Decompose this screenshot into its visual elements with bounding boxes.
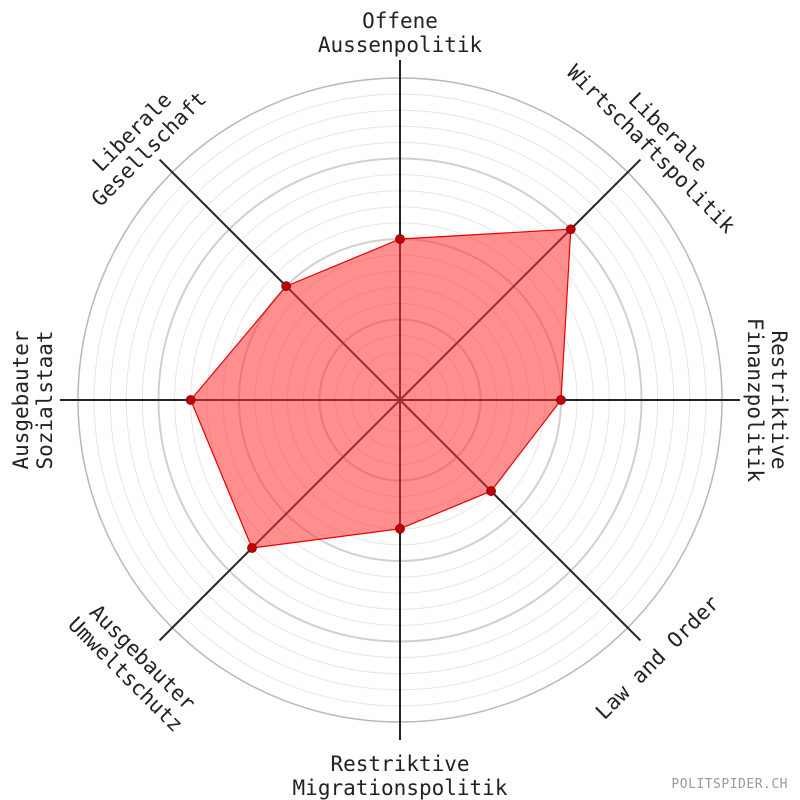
axis-label-line: Finanzpolitik: [743, 318, 767, 483]
data-area: [190, 228, 572, 549]
axis-label-line: Offene: [362, 9, 438, 33]
data-point: [247, 543, 257, 553]
axis-label-line: Ausgebauter: [9, 330, 33, 469]
axis-label-line: Migrationspolitik: [293, 776, 508, 800]
axis-label-line: Sozialstaat: [33, 330, 57, 469]
watermark: POLITSPIDER.CH: [671, 777, 788, 792]
axis-label: Ausgebauter Sozialstaat: [9, 330, 57, 469]
data-point: [395, 234, 405, 244]
data-point: [185, 395, 196, 405]
data-point: [486, 486, 496, 496]
data-point: [565, 224, 576, 235]
data-point: [395, 523, 405, 534]
data-point: [281, 281, 292, 292]
axis-label-line: Restriktive: [330, 752, 469, 776]
data-polygon: [190, 228, 572, 549]
data-points: [185, 224, 576, 553]
data-point: [556, 395, 566, 405]
axis-label-line: Restriktive: [767, 330, 791, 469]
axis-label-line: Aussenpolitik: [318, 33, 483, 57]
